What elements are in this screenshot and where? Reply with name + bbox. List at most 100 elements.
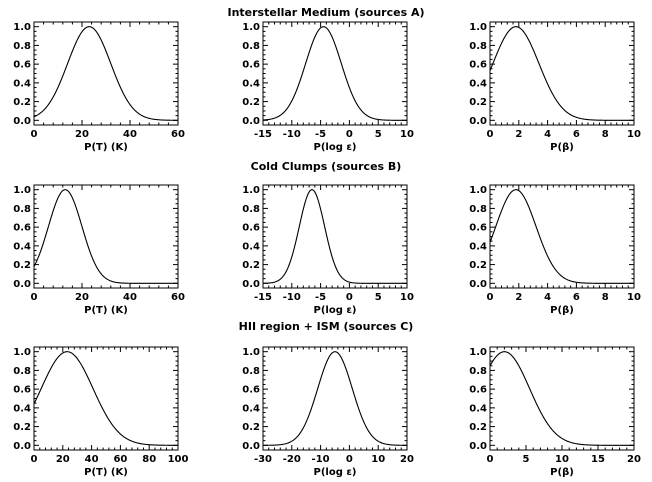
y-tick-label: 0.2: [242, 97, 260, 108]
distribution-curve: [489, 26, 634, 121]
y-tick-label: 0.2: [469, 260, 487, 271]
x-axis-label: P(log ε): [314, 142, 357, 153]
y-tick-label: 0.8: [242, 204, 260, 215]
plot-frame: [489, 346, 635, 451]
panel-7: 0 20 40 60 80 100 0.0 0.2 0.4 0.6 0.8 1.0 P(T) (K): [13, 346, 189, 478]
y-tick-label: 0.2: [242, 422, 260, 433]
panel-1: 0 20 40 60 0.0 0.2 0.4 0.6 0.8 1.0 P(T) (K): [13, 21, 185, 153]
y-tick-label: 0.4: [242, 403, 260, 414]
y-tick-label: 0.0: [242, 441, 260, 452]
y-tick-label: 0.4: [469, 78, 487, 89]
x-tick-label: -5: [315, 129, 326, 140]
y-tick-label: 0.6: [242, 223, 260, 234]
y-tick-label: 1.0: [242, 22, 260, 33]
y-tick-label: 0.0: [469, 116, 487, 127]
x-tick-label: 60: [113, 454, 127, 465]
x-axis-label: P(T) (K): [84, 142, 128, 153]
panel-6: 0 2 4 6 8 10 0.0 0.2 0.4 0.6 0.8 1.0 P(β): [469, 184, 641, 316]
x-tick-label: 40: [85, 454, 99, 465]
x-tick-label: 20: [75, 129, 89, 140]
x-tick-label: 100: [168, 454, 189, 465]
x-tick-label: 10: [627, 292, 641, 303]
plot-frame: [33, 21, 179, 126]
y-tick-label: 0.0: [242, 116, 260, 127]
x-tick-label: 10: [371, 454, 385, 465]
y-tick-label: 0.0: [469, 441, 487, 452]
plot-frame: [33, 346, 179, 451]
x-tick-label: 10: [400, 292, 414, 303]
y-tick-label: 0.8: [469, 366, 487, 377]
x-axis-label: P(β): [550, 142, 574, 153]
x-tick-label: 20: [56, 454, 70, 465]
x-tick-label: -10: [283, 129, 301, 140]
x-tick-label: 0: [487, 454, 494, 465]
panel-8: -30 -20 -10 0 10 20 0.0 0.2 0.4 0.6 0.8 1.0 P(log ε): [242, 346, 414, 478]
y-tick-label: 0.2: [13, 422, 31, 433]
x-axis-label: P(T) (K): [84, 305, 128, 316]
y-tick-label: 0.8: [469, 41, 487, 52]
x-tick-label: 0: [346, 454, 353, 465]
distribution-curve: [263, 351, 407, 446]
y-tick-label: 1.0: [469, 22, 487, 33]
x-tick-label: 0: [31, 129, 38, 140]
x-tick-label: 0: [346, 292, 353, 303]
x-tick-label: 8: [602, 292, 609, 303]
x-tick-label: 8: [602, 129, 609, 140]
distribution-curve: [489, 351, 634, 446]
y-tick-label: 1.0: [242, 347, 260, 358]
x-tick-label: 10: [555, 454, 569, 465]
y-tick-label: 1.0: [469, 185, 487, 196]
x-tick-label: -15: [254, 292, 272, 303]
y-tick-label: 0.2: [469, 97, 487, 108]
x-axis-label: P(β): [550, 467, 574, 478]
x-tick-label: 5: [375, 292, 382, 303]
x-tick-label: 40: [123, 129, 137, 140]
y-tick-label: 0.8: [13, 366, 31, 377]
plot-frame: [33, 184, 179, 289]
y-tick-label: 0.4: [13, 403, 31, 414]
y-tick-label: 0.0: [242, 279, 260, 290]
x-tick-label: 40: [123, 292, 137, 303]
y-tick-label: 1.0: [242, 185, 260, 196]
y-tick-label: 1.0: [469, 347, 487, 358]
plot-frame: [262, 184, 408, 289]
plot-frame: [489, 21, 635, 126]
y-tick-label: 0.4: [469, 241, 487, 252]
x-tick-label: -10: [312, 454, 330, 465]
x-tick-label: -20: [283, 454, 301, 465]
x-tick-label: 2: [515, 292, 522, 303]
x-tick-label: 15: [591, 454, 605, 465]
y-tick-label: 0.8: [13, 204, 31, 215]
x-tick-label: 80: [142, 454, 156, 465]
panel-9: 0 5 10 15 20 0.0 0.2 0.4 0.6 0.8 1.0 P(β): [469, 346, 641, 478]
x-tick-label: 10: [627, 129, 641, 140]
x-tick-label: -30: [254, 454, 272, 465]
row-title: Cold Clumps (sources B): [251, 160, 402, 173]
y-tick-label: 0.6: [13, 223, 31, 234]
y-tick-label: 0.6: [242, 385, 260, 396]
distribution-curve: [262, 189, 407, 284]
distribution-curve: [33, 189, 178, 284]
distribution-curve: [262, 26, 407, 121]
y-tick-label: 0.8: [242, 41, 260, 52]
y-tick-label: 0.2: [469, 422, 487, 433]
y-tick-label: 0.6: [13, 60, 31, 71]
x-axis-label: P(β): [550, 305, 574, 316]
x-axis-label: P(log ε): [314, 305, 357, 316]
plot-frame: [489, 184, 635, 289]
x-tick-label: 5: [523, 454, 530, 465]
y-tick-label: 0.8: [242, 366, 260, 377]
y-tick-label: 0.4: [13, 241, 31, 252]
x-axis-label: P(log ε): [314, 467, 357, 478]
y-tick-label: 0.0: [13, 279, 31, 290]
x-tick-label: 6: [573, 129, 580, 140]
distribution-curve: [33, 351, 178, 446]
y-tick-label: 0.0: [13, 116, 31, 127]
x-tick-label: 0: [346, 129, 353, 140]
y-tick-label: 0.4: [13, 78, 31, 89]
y-tick-label: 1.0: [13, 347, 31, 358]
panel-2: -15 -10 -5 0 5 10 0.0 0.2 0.4 0.6 0.8 1.0 P(log ε): [242, 21, 414, 153]
y-tick-label: 0.0: [13, 441, 31, 452]
y-tick-label: 0.4: [469, 403, 487, 414]
x-tick-label: 60: [171, 129, 185, 140]
